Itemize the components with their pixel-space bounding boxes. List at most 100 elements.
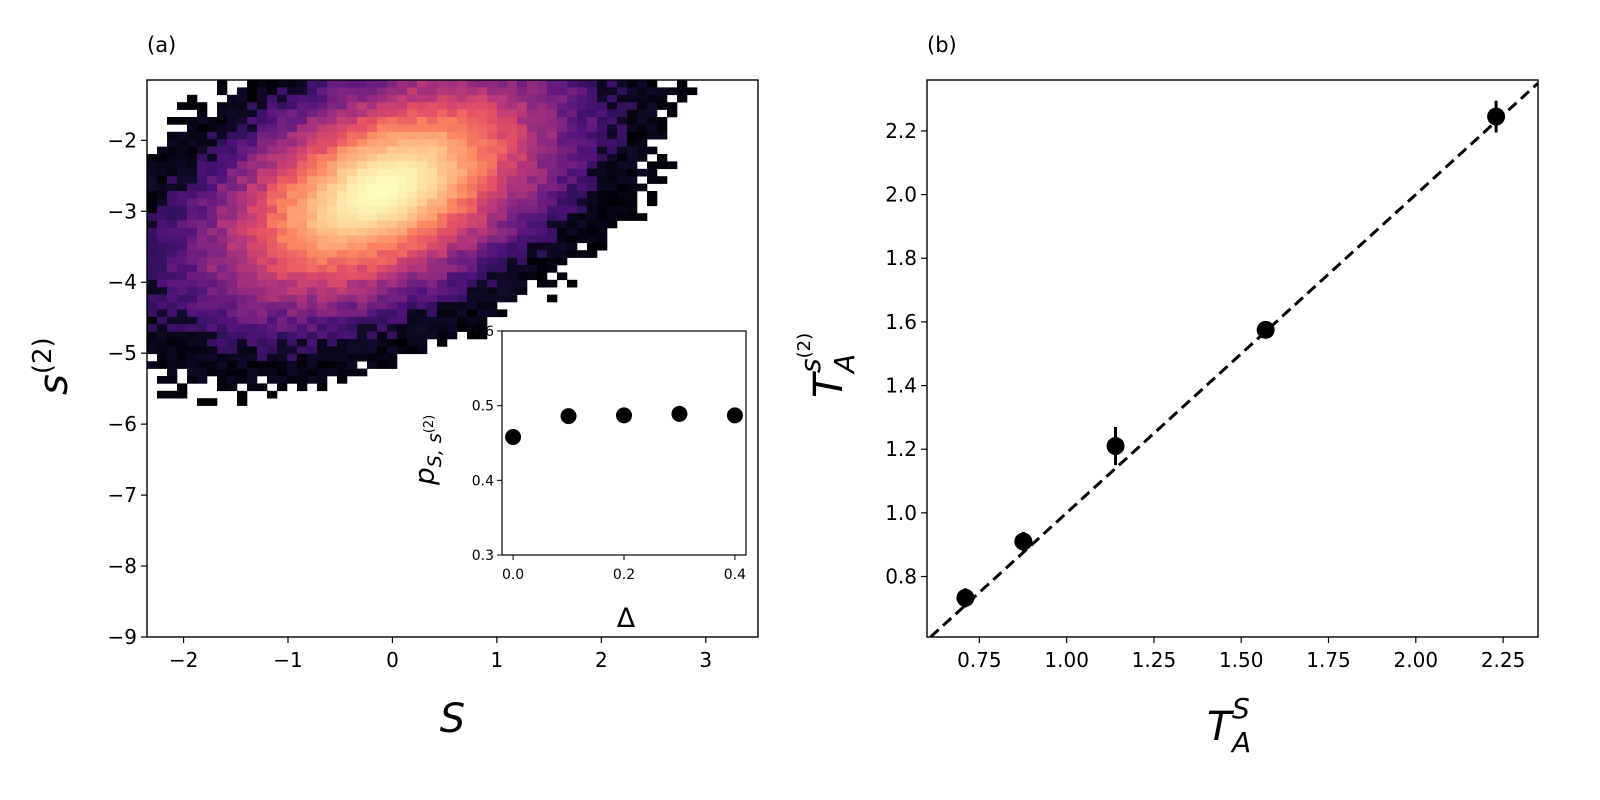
- heatmap-cell: [337, 124, 348, 133]
- heatmap-cell: [427, 287, 438, 295]
- heatmap-cell: [597, 242, 608, 251]
- heatmap-cell: [597, 220, 608, 229]
- heatmap-cell: [167, 161, 178, 170]
- heatmap-cell: [347, 198, 358, 207]
- heatmap-cell: [387, 242, 398, 251]
- heatmap-cell: [447, 287, 458, 295]
- heatmap-cell: [337, 257, 348, 266]
- heatmap-cell: [297, 235, 308, 244]
- heatmap-cell: [457, 87, 468, 96]
- heatmap-cell: [537, 168, 548, 177]
- heatmap-cell: [207, 339, 218, 347]
- heatmap-cell: [497, 154, 508, 162]
- heatmap-cell: [457, 154, 468, 162]
- heatmap-cell: [537, 109, 548, 118]
- heatmap-cell: [187, 265, 198, 273]
- heatmap-cell: [237, 368, 248, 377]
- heatmap-cell: [387, 353, 398, 362]
- heatmap-cell: [297, 361, 308, 369]
- heatmap-cell: [257, 361, 268, 369]
- heatmap-cell: [557, 220, 568, 229]
- heatmap-cell: [377, 220, 388, 229]
- heatmap-cell: [437, 87, 448, 96]
- heatmap-cell: [177, 154, 188, 162]
- heatmap-cell: [307, 168, 318, 177]
- heatmap-cell: [547, 198, 558, 207]
- heatmap-cell: [467, 139, 478, 147]
- heatmap-cell: [557, 176, 568, 184]
- heatmap-cell: [317, 376, 328, 384]
- heatmap-cell: [227, 368, 238, 377]
- heatmap-cell: [527, 109, 538, 118]
- heatmap-cell: [487, 220, 498, 229]
- heatmap-cell: [327, 80, 338, 88]
- heatmap-cell: [447, 87, 458, 96]
- heatmap-cell: [147, 154, 158, 162]
- heatmap-cell: [437, 265, 448, 273]
- heatmap-cell: [467, 205, 478, 214]
- heatmap-cell: [227, 220, 238, 229]
- heatmap-cell: [317, 287, 328, 295]
- heatmap-cell: [227, 161, 238, 170]
- heatmap-cell: [667, 102, 678, 110]
- heatmap-cell: [637, 168, 648, 177]
- heatmap-cell: [517, 124, 528, 133]
- heatmap-cell: [627, 124, 638, 133]
- heatmap-cell: [327, 242, 338, 251]
- heatmap-cell: [227, 198, 238, 207]
- heatmap-cell: [657, 176, 668, 184]
- heatmap-cell: [537, 80, 548, 88]
- heatmap-cell: [197, 205, 208, 214]
- heatmap-cell: [307, 139, 318, 147]
- heatmap-cell: [497, 272, 508, 281]
- heatmap-cell: [567, 220, 578, 229]
- heatmap-cell: [187, 228, 198, 236]
- heatmap-cell: [627, 117, 638, 125]
- heatmap-cell: [207, 353, 218, 362]
- heatmap-cell: [437, 309, 448, 318]
- heatmap-cell: [537, 279, 548, 288]
- heatmap-cell: [517, 198, 528, 207]
- heatmap-cell: [297, 353, 308, 362]
- heatmap-cell: [327, 228, 338, 236]
- heatmap-cell: [457, 80, 468, 88]
- heatmap-cell: [357, 139, 368, 147]
- heatmap-cell: [397, 176, 408, 184]
- heatmap-cell: [147, 198, 158, 207]
- heatmap-cell: [327, 324, 338, 332]
- heatmap-cell: [537, 250, 548, 258]
- heatmap-cell: [167, 309, 178, 318]
- heatmap-cell: [607, 87, 618, 96]
- heatmap-cell: [527, 205, 538, 214]
- heatmap-cell: [187, 176, 198, 184]
- heatmap-cell: [207, 117, 218, 125]
- heatmap-cell: [307, 131, 318, 140]
- heatmap-cell: [507, 257, 518, 266]
- heatmap-cell: [557, 242, 568, 251]
- heatmap-cell: [357, 183, 368, 192]
- heatmap-cell: [167, 198, 178, 207]
- heatmap-cell: [267, 361, 278, 369]
- heatmap-cell: [557, 213, 568, 221]
- heatmap-cell: [317, 331, 328, 340]
- heatmap-cell: [577, 80, 588, 88]
- heatmap-cell: [657, 124, 668, 133]
- inset-y-tick-label: 0.5: [472, 399, 494, 415]
- heatmap-cell: [267, 139, 278, 147]
- heatmap-cell: [237, 168, 248, 177]
- heatmap-cell: [667, 161, 678, 170]
- heatmap-cell: [367, 250, 378, 258]
- heatmap-cell: [397, 242, 408, 251]
- heatmap-cell: [397, 168, 408, 177]
- heatmap-cell: [267, 376, 278, 384]
- heatmap-cell: [397, 294, 408, 303]
- heatmap-cell: [187, 376, 198, 384]
- heatmap-cell: [297, 191, 308, 199]
- heatmap-cell: [537, 228, 548, 236]
- heatmap-cell: [527, 124, 538, 133]
- heatmap-cell: [517, 191, 528, 199]
- heatmap-cell: [347, 154, 358, 162]
- heatmap-cell: [567, 80, 578, 88]
- heatmap-cell: [447, 109, 458, 118]
- heatmap-cell: [377, 339, 388, 347]
